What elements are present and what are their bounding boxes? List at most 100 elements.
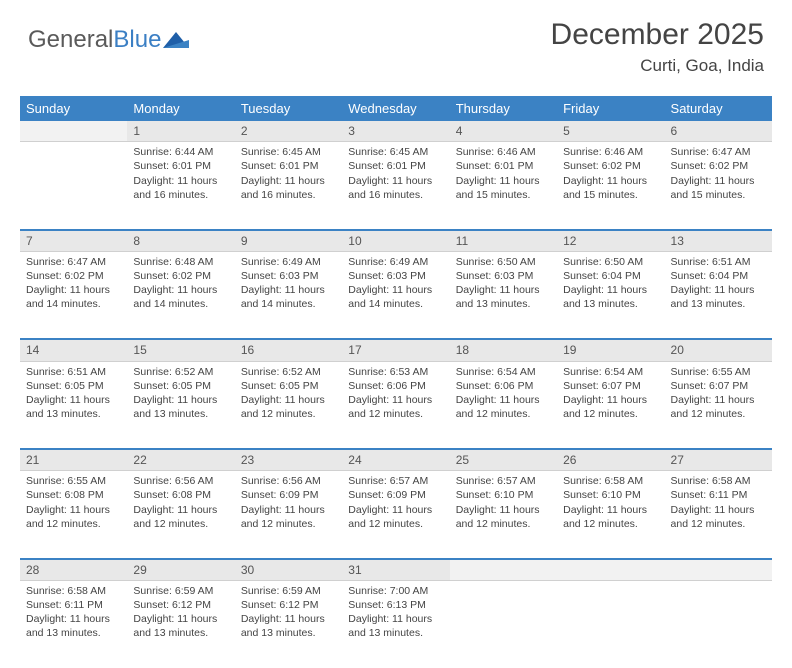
day-cell: Sunrise: 6:56 AMSunset: 6:08 PMDaylight:…	[127, 471, 234, 559]
daylight-line: and 15 minutes.	[456, 188, 551, 202]
day-cell: Sunrise: 6:58 AMSunset: 6:11 PMDaylight:…	[20, 580, 127, 668]
day-cell: Sunrise: 6:50 AMSunset: 6:04 PMDaylight:…	[557, 251, 664, 339]
weekday-header: Sunday	[20, 96, 127, 121]
sunrise-line: Sunrise: 6:46 AM	[563, 145, 658, 159]
sunrise-line: Sunrise: 6:59 AM	[133, 584, 228, 598]
day-cell: Sunrise: 6:48 AMSunset: 6:02 PMDaylight:…	[127, 251, 234, 339]
sunset-line: Sunset: 6:08 PM	[26, 488, 121, 502]
sunrise-line: Sunrise: 6:54 AM	[563, 365, 658, 379]
sunset-line: Sunset: 6:01 PM	[348, 159, 443, 173]
sunrise-line: Sunrise: 6:55 AM	[671, 365, 766, 379]
sunset-line: Sunset: 6:05 PM	[241, 379, 336, 393]
daylight-line: Daylight: 11 hours	[671, 283, 766, 297]
sunset-line: Sunset: 6:02 PM	[671, 159, 766, 173]
day-number: 24	[342, 449, 449, 471]
sunset-line: Sunset: 6:09 PM	[348, 488, 443, 502]
triangle-icon	[163, 30, 189, 50]
day-number-empty	[665, 559, 772, 581]
daylight-line: Daylight: 11 hours	[563, 503, 658, 517]
daynum-row: 78910111213	[20, 230, 772, 252]
daylight-line: Daylight: 11 hours	[348, 283, 443, 297]
sunset-line: Sunset: 6:02 PM	[26, 269, 121, 283]
day-cell-empty	[665, 580, 772, 668]
daylight-line: Daylight: 11 hours	[671, 503, 766, 517]
day-cell: Sunrise: 6:49 AMSunset: 6:03 PMDaylight:…	[342, 251, 449, 339]
weekday-header: Monday	[127, 96, 234, 121]
daylight-line: Daylight: 11 hours	[26, 612, 121, 626]
weekday-header: Thursday	[450, 96, 557, 121]
day-cell: Sunrise: 6:54 AMSunset: 6:06 PMDaylight:…	[450, 361, 557, 449]
sunset-line: Sunset: 6:11 PM	[671, 488, 766, 502]
weekday-header: Friday	[557, 96, 664, 121]
daylight-line: Daylight: 11 hours	[241, 283, 336, 297]
daylight-line: and 14 minutes.	[133, 297, 228, 311]
day-number: 14	[20, 339, 127, 361]
sunset-line: Sunset: 6:04 PM	[671, 269, 766, 283]
daylight-line: Daylight: 11 hours	[26, 393, 121, 407]
day-number: 16	[235, 339, 342, 361]
daylight-line: and 16 minutes.	[133, 188, 228, 202]
sunrise-line: Sunrise: 6:47 AM	[26, 255, 121, 269]
day-number: 9	[235, 230, 342, 252]
day-number: 30	[235, 559, 342, 581]
daylight-line: Daylight: 11 hours	[456, 283, 551, 297]
daylight-line: and 13 minutes.	[241, 626, 336, 640]
sunset-line: Sunset: 6:08 PM	[133, 488, 228, 502]
sunrise-line: Sunrise: 6:58 AM	[671, 474, 766, 488]
day-cell-empty	[557, 580, 664, 668]
daylight-line: and 16 minutes.	[348, 188, 443, 202]
day-cell: Sunrise: 6:53 AMSunset: 6:06 PMDaylight:…	[342, 361, 449, 449]
day-cell: Sunrise: 6:46 AMSunset: 6:02 PMDaylight:…	[557, 142, 664, 230]
sunrise-line: Sunrise: 6:51 AM	[671, 255, 766, 269]
sunrise-line: Sunrise: 6:57 AM	[348, 474, 443, 488]
sunrise-line: Sunrise: 6:44 AM	[133, 145, 228, 159]
day-number: 4	[450, 121, 557, 142]
sunrise-line: Sunrise: 6:52 AM	[133, 365, 228, 379]
daylight-line: and 12 minutes.	[133, 517, 228, 531]
day-cell: Sunrise: 6:58 AMSunset: 6:10 PMDaylight:…	[557, 471, 664, 559]
day-number: 2	[235, 121, 342, 142]
daylight-line: and 13 minutes.	[348, 626, 443, 640]
sunset-line: Sunset: 6:05 PM	[26, 379, 121, 393]
sunset-line: Sunset: 6:11 PM	[26, 598, 121, 612]
day-number: 1	[127, 121, 234, 142]
sunset-line: Sunset: 6:10 PM	[563, 488, 658, 502]
day-cell: Sunrise: 6:51 AMSunset: 6:05 PMDaylight:…	[20, 361, 127, 449]
sunrise-line: Sunrise: 6:57 AM	[456, 474, 551, 488]
daylight-line: and 12 minutes.	[26, 517, 121, 531]
daylight-line: Daylight: 11 hours	[26, 503, 121, 517]
sunrise-line: Sunrise: 6:56 AM	[241, 474, 336, 488]
day-number: 27	[665, 449, 772, 471]
sunset-line: Sunset: 6:12 PM	[241, 598, 336, 612]
daylight-line: and 12 minutes.	[456, 517, 551, 531]
day-cell: Sunrise: 6:56 AMSunset: 6:09 PMDaylight:…	[235, 471, 342, 559]
day-number: 8	[127, 230, 234, 252]
day-number: 31	[342, 559, 449, 581]
daylight-line: Daylight: 11 hours	[563, 174, 658, 188]
day-cell: Sunrise: 6:55 AMSunset: 6:08 PMDaylight:…	[20, 471, 127, 559]
daylight-line: Daylight: 11 hours	[26, 283, 121, 297]
daylight-line: and 12 minutes.	[671, 517, 766, 531]
daylight-line: Daylight: 11 hours	[241, 174, 336, 188]
title-block: December 2025 Curti, Goa, India	[551, 18, 764, 76]
day-number: 23	[235, 449, 342, 471]
logo: GeneralBlue	[28, 18, 189, 54]
day-number: 18	[450, 339, 557, 361]
month-title: December 2025	[551, 18, 764, 52]
weekday-header: Saturday	[665, 96, 772, 121]
sunrise-line: Sunrise: 7:00 AM	[348, 584, 443, 598]
sunset-line: Sunset: 6:07 PM	[563, 379, 658, 393]
sunrise-line: Sunrise: 6:58 AM	[563, 474, 658, 488]
sunset-line: Sunset: 6:12 PM	[133, 598, 228, 612]
sunset-line: Sunset: 6:03 PM	[456, 269, 551, 283]
sunset-line: Sunset: 6:02 PM	[133, 269, 228, 283]
daylight-line: Daylight: 11 hours	[348, 174, 443, 188]
header: GeneralBlue December 2025 Curti, Goa, In…	[0, 0, 792, 86]
sunrise-line: Sunrise: 6:45 AM	[241, 145, 336, 159]
sunrise-line: Sunrise: 6:56 AM	[133, 474, 228, 488]
daynum-row: 14151617181920	[20, 339, 772, 361]
logo-part1: General	[28, 26, 113, 53]
daynum-row: 123456	[20, 121, 772, 142]
calendar-table: SundayMondayTuesdayWednesdayThursdayFrid…	[20, 96, 772, 668]
day-cell: Sunrise: 6:59 AMSunset: 6:12 PMDaylight:…	[235, 580, 342, 668]
